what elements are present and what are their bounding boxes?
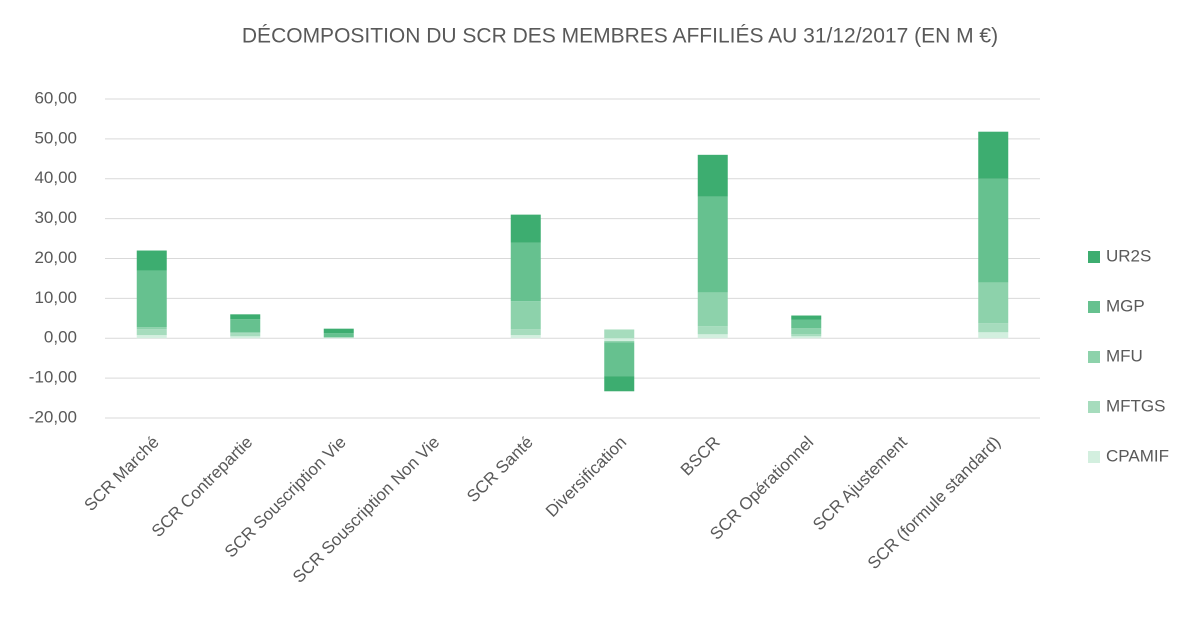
bar-segment bbox=[230, 336, 260, 338]
y-tick-label: 0,00 bbox=[44, 328, 77, 347]
bar-segment bbox=[137, 335, 167, 338]
x-tick-label: SCR Contrepartie bbox=[148, 433, 256, 541]
bar-segment bbox=[978, 282, 1008, 323]
bar-segment bbox=[230, 319, 260, 332]
bar-segment bbox=[791, 320, 821, 329]
bar-segment bbox=[791, 328, 821, 334]
bar-segment bbox=[137, 327, 167, 329]
legend-swatch bbox=[1088, 351, 1100, 363]
chart-title: DÉCOMPOSITION DU SCR DES MEMBRES AFFILIÉ… bbox=[242, 25, 998, 48]
x-tick-label: Diversification bbox=[542, 433, 630, 521]
legend-label: CPAMIF bbox=[1106, 446, 1169, 465]
bar-segment bbox=[324, 333, 354, 337]
bar-segment bbox=[698, 334, 728, 338]
legend-label: MFU bbox=[1106, 346, 1143, 365]
bar-segment bbox=[604, 338, 634, 341]
legend-swatch bbox=[1088, 451, 1100, 463]
legend-swatch bbox=[1088, 401, 1100, 413]
bar-segment bbox=[137, 251, 167, 271]
bar-segment bbox=[230, 314, 260, 319]
bar-segment bbox=[698, 326, 728, 334]
bar-segment bbox=[230, 332, 260, 333]
bar-segment bbox=[230, 333, 260, 336]
y-tick-label: 20,00 bbox=[34, 248, 77, 267]
legend-swatch bbox=[1088, 251, 1100, 263]
bar-segment bbox=[137, 329, 167, 335]
legend-label: MGP bbox=[1106, 296, 1145, 315]
bar-segment bbox=[604, 329, 634, 338]
bar-segment bbox=[604, 376, 634, 391]
x-tick-label: SCR Ajustement bbox=[809, 432, 911, 534]
bar-segment bbox=[698, 292, 728, 326]
bar-segment bbox=[604, 341, 634, 342]
bar-segment bbox=[978, 179, 1008, 283]
legend-label: MFTGS bbox=[1106, 396, 1166, 415]
y-tick-label: 50,00 bbox=[34, 128, 77, 147]
x-tick-label: SCR Opérationnel bbox=[706, 433, 817, 544]
bar-segment bbox=[791, 334, 821, 336]
x-tick-label: SCR Marché bbox=[81, 433, 163, 515]
bar-segment bbox=[137, 270, 167, 327]
x-tick-label: SCR Santé bbox=[463, 433, 537, 507]
bar-segment bbox=[604, 342, 634, 376]
y-tick-label: 30,00 bbox=[34, 208, 77, 227]
legend-swatch bbox=[1088, 301, 1100, 313]
bar-segment bbox=[698, 197, 728, 293]
y-tick-label: -20,00 bbox=[29, 407, 77, 426]
bar-segment bbox=[791, 316, 821, 320]
x-tick-label: BSCR bbox=[677, 433, 724, 480]
bar-segment bbox=[511, 215, 541, 243]
bar-segment bbox=[511, 243, 541, 302]
bar-segment bbox=[324, 337, 354, 338]
bar-segment bbox=[698, 155, 728, 197]
y-tick-label: 10,00 bbox=[34, 288, 77, 307]
y-tick-label: 60,00 bbox=[34, 88, 77, 107]
bar-segment bbox=[324, 329, 354, 333]
bar-segment bbox=[978, 323, 1008, 332]
bar-segment bbox=[978, 132, 1008, 179]
bar-segment bbox=[511, 301, 541, 329]
bar-segment bbox=[978, 332, 1008, 338]
y-tick-label: -10,00 bbox=[29, 368, 77, 387]
y-tick-label: 40,00 bbox=[34, 168, 77, 187]
bar-segment bbox=[511, 335, 541, 338]
legend-label: UR2S bbox=[1106, 246, 1151, 265]
bar-segment bbox=[511, 329, 541, 335]
bar-segment bbox=[791, 336, 821, 338]
